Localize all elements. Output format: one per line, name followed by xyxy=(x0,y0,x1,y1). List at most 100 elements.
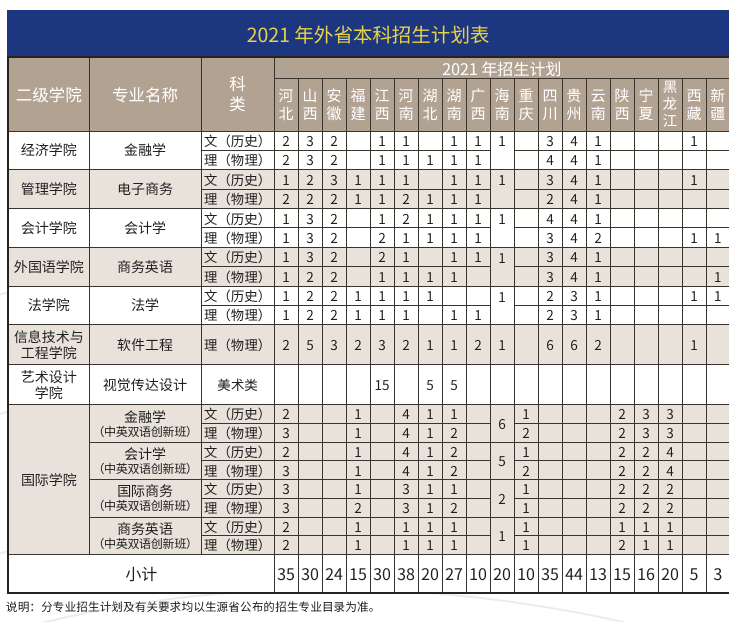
value-cell xyxy=(681,423,707,443)
value-cell xyxy=(393,364,419,406)
table-row: 理（物理） 2 1 1 1 1 1 2 1 1 xyxy=(8,535,729,555)
value-cell: 1 xyxy=(369,285,395,307)
value-cell: 1 xyxy=(441,404,467,425)
value-cell xyxy=(537,516,563,537)
category-cell: 美术类 xyxy=(200,364,275,406)
value-cell: 3 xyxy=(297,149,323,171)
value-cell xyxy=(609,169,635,190)
value-cell xyxy=(609,266,635,287)
college-cell: 法学院 xyxy=(7,285,90,326)
value-cell: 4 xyxy=(561,246,587,268)
value-cell xyxy=(681,305,707,326)
value-cell: 1 xyxy=(465,208,491,229)
value-cell: 3 xyxy=(297,130,323,151)
value-cell: 2 xyxy=(441,460,467,481)
value-cell xyxy=(513,305,539,326)
value-cell: 2 xyxy=(513,460,539,481)
value-cell: 2 xyxy=(633,441,659,462)
value-cell: 6 xyxy=(561,324,587,366)
value-cell: 1 xyxy=(345,285,371,307)
header-province: 贵州 xyxy=(561,77,587,132)
value-cell xyxy=(513,188,539,210)
value-cell: 4 xyxy=(561,208,587,229)
value: 1 xyxy=(498,208,506,228)
subtotal-value: 15 xyxy=(609,553,635,594)
value-cell xyxy=(705,460,729,481)
value-cell xyxy=(585,423,611,443)
value-cell xyxy=(297,516,323,537)
value-cell xyxy=(297,535,323,555)
value-cell: 1 xyxy=(489,324,515,366)
value-cell-hainan: 5 xyxy=(489,441,515,481)
value-cell: 5 xyxy=(417,364,443,406)
college-name-line: 外国语学院 xyxy=(13,256,84,277)
value-cell: 4 xyxy=(657,460,683,481)
value-cell: 2 xyxy=(537,305,563,326)
value-cell xyxy=(321,423,347,443)
value-cell: 2 xyxy=(633,479,659,499)
value-cell: 3 xyxy=(273,423,299,443)
value-cell xyxy=(609,227,635,248)
table-row: 外国语学院 商务英语 文（历史） 1 3 2 2 1 1 1 1 3 4 1 xyxy=(7,246,729,287)
major-name-line: 金融学 xyxy=(124,406,166,427)
value-cell: 2 xyxy=(609,497,635,518)
table-row: 商务英语 （中英双语创新班） 文（历史） 2 1 1 1 1 1 1 1 1 1 xyxy=(8,516,729,555)
value-cell: 1 xyxy=(441,208,467,229)
value-cell xyxy=(681,149,707,171)
table-row: 法学院 法学 文（历史） 1 2 2 1 1 1 1 1 2 3 1 1 1 xyxy=(7,285,729,326)
value-cell: 2 xyxy=(633,460,659,481)
subtotal-value: 20 xyxy=(417,553,443,594)
value-cell xyxy=(321,364,347,406)
table-title-bar: 2021 年外省本科招生计划表 xyxy=(7,10,729,56)
value-cell xyxy=(513,149,539,171)
value-cell: 1 xyxy=(465,246,491,268)
value-cell: 1 xyxy=(417,535,443,555)
value-cell xyxy=(657,227,683,248)
value-cell xyxy=(657,130,683,151)
value-cell: 2 xyxy=(273,324,299,366)
value-cell: 1 xyxy=(585,266,611,287)
value-cell xyxy=(369,479,395,499)
province-label: 广西 xyxy=(470,85,486,124)
value-cell xyxy=(681,497,707,518)
value-cell: 1 xyxy=(441,246,467,268)
value-cell: 1 xyxy=(393,266,419,287)
value-cell: 2 xyxy=(297,169,323,190)
table-row: 理（物理） 3 2 3 1 2 1 2 2 2 xyxy=(8,497,729,518)
province-label: 云南 xyxy=(590,85,606,124)
value-cell: 2 xyxy=(345,324,371,366)
value-cell xyxy=(705,423,729,443)
value-cell xyxy=(537,441,563,462)
value-cell: 2 xyxy=(393,324,419,366)
value-cell xyxy=(681,479,707,499)
value-cell xyxy=(681,208,707,229)
value-cell: 2 xyxy=(297,188,323,210)
value-cell xyxy=(345,227,371,248)
value-cell: 2 xyxy=(273,188,299,210)
value-cell xyxy=(345,246,371,268)
value-cell xyxy=(681,460,707,481)
table-row: 艺术设计 学院 视觉传达设计 美术类 15 5 5 xyxy=(7,364,729,406)
value-cell: 4 xyxy=(657,441,683,462)
value-cell: 1 xyxy=(465,305,491,326)
value-cell xyxy=(681,535,707,555)
value-cell: 1 xyxy=(681,285,707,307)
value-cell: 3 xyxy=(537,266,563,287)
value-cell xyxy=(585,441,611,462)
college-cell: 经济学院 xyxy=(7,130,90,171)
value-cell: 1 xyxy=(705,227,729,248)
value-cell: 1 xyxy=(465,188,491,210)
value-cell: 1 xyxy=(369,305,395,326)
value-cell xyxy=(345,149,371,171)
value-cell: 4 xyxy=(561,188,587,210)
value-cell xyxy=(273,364,299,406)
value-cell xyxy=(513,285,539,307)
value-cell: 1 xyxy=(705,266,729,287)
value-cell: 1 xyxy=(465,227,491,248)
category-cell: 文（历史） xyxy=(200,479,275,499)
value-cell xyxy=(489,364,515,406)
province-label: 河北 xyxy=(278,85,294,124)
value-cell xyxy=(633,364,659,406)
header-province: 陕西 xyxy=(609,77,635,132)
value-cell xyxy=(561,460,587,481)
